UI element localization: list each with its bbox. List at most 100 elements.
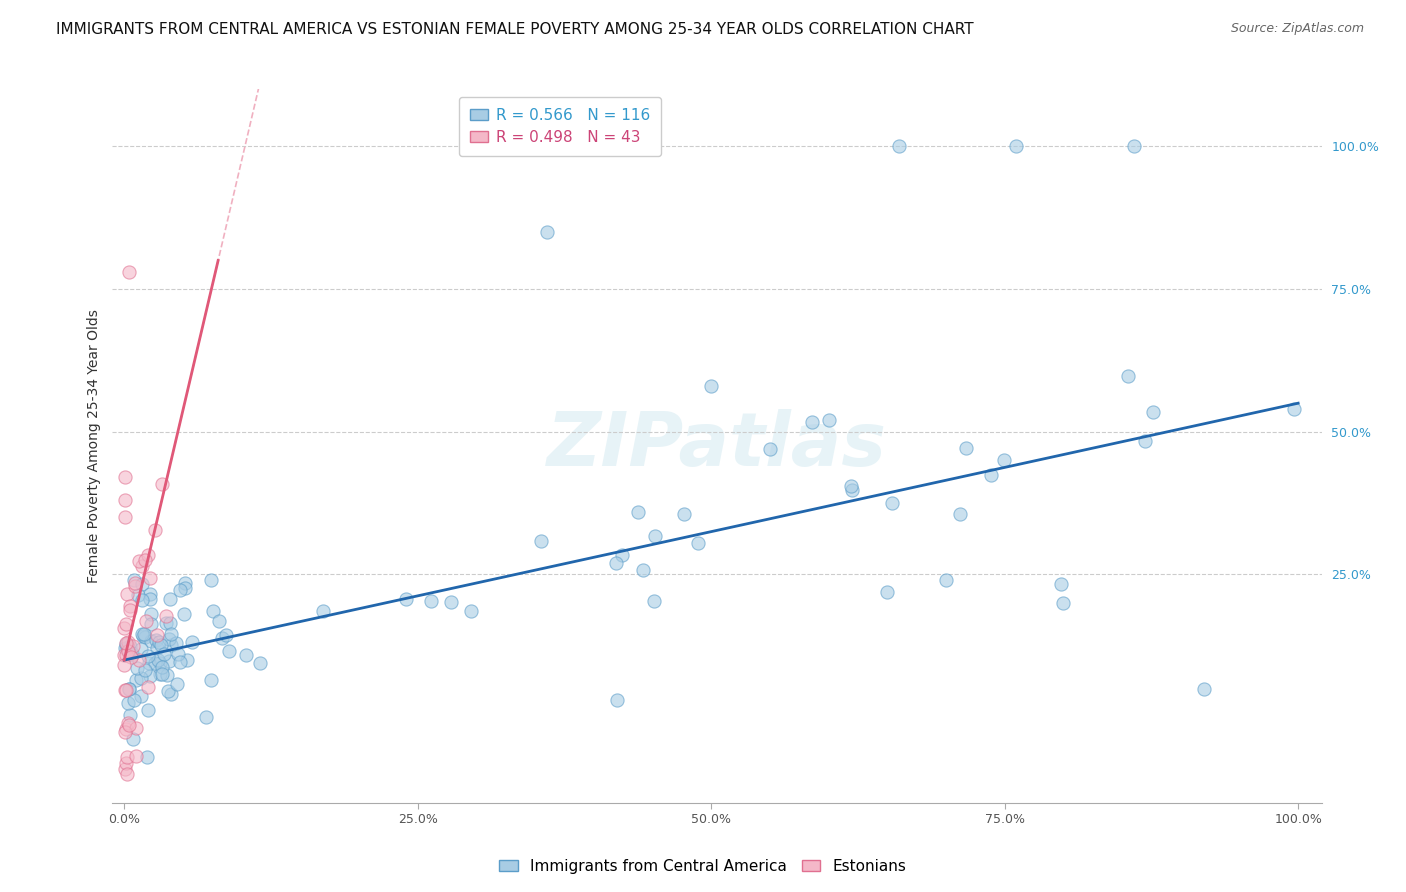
Point [173, 581, 195, 595]
Point [801, 415, 824, 429]
Point [460, 604, 482, 618]
Point [131, 593, 153, 607]
Point [146, 627, 169, 641]
Point [644, 529, 666, 543]
Point [134, 553, 156, 567]
Point [114, 762, 136, 776]
Point [112, 648, 135, 663]
Point [131, 627, 153, 641]
Point [131, 559, 153, 574]
Point [887, 139, 910, 153]
Point [118, 639, 141, 653]
Point [208, 614, 231, 628]
Point [440, 595, 463, 609]
Point [118, 681, 141, 696]
Point [627, 505, 650, 519]
Point [146, 653, 169, 667]
Point [176, 652, 198, 666]
Point [118, 682, 141, 697]
Point [138, 656, 160, 670]
Point [1282, 402, 1305, 417]
Point [114, 683, 136, 698]
Point [149, 657, 172, 671]
Point [150, 477, 173, 491]
Point [173, 575, 195, 590]
Point [202, 604, 225, 618]
Point [395, 591, 418, 606]
Point [1052, 596, 1074, 610]
Point [155, 608, 177, 623]
Point [605, 557, 627, 571]
Point [156, 684, 179, 698]
Point [759, 442, 782, 456]
Y-axis label: Female Poverty Among 25-34 Year Olds: Female Poverty Among 25-34 Year Olds [87, 309, 101, 583]
Point [118, 603, 141, 617]
Point [114, 640, 136, 655]
Point [169, 656, 191, 670]
Point [125, 749, 148, 764]
Point [159, 627, 181, 641]
Point [112, 621, 135, 635]
Point [118, 718, 141, 732]
Point [127, 661, 149, 675]
Point [115, 641, 138, 656]
Point [157, 654, 180, 668]
Point [114, 617, 136, 632]
Point [121, 646, 143, 660]
Point [125, 721, 148, 735]
Point [124, 575, 146, 590]
Point [145, 633, 167, 648]
Text: ZIPatlas: ZIPatlas [547, 409, 887, 483]
Point [115, 648, 138, 662]
Point [124, 580, 146, 594]
Point [122, 731, 145, 746]
Point [132, 626, 155, 640]
Point [125, 673, 148, 687]
Point [876, 584, 898, 599]
Point [120, 708, 142, 723]
Point [136, 680, 159, 694]
Point [143, 656, 166, 670]
Point [114, 470, 136, 484]
Point [128, 554, 150, 568]
Point [134, 630, 156, 644]
Point [115, 637, 138, 651]
Point [131, 629, 153, 643]
Point [112, 657, 135, 672]
Point [1133, 434, 1156, 448]
Point [117, 696, 139, 710]
Point [841, 483, 863, 497]
Point [139, 571, 162, 585]
Point [1122, 139, 1144, 153]
Point [114, 636, 136, 650]
Point [211, 631, 233, 645]
Point [138, 592, 160, 607]
Point [200, 673, 222, 688]
Point [312, 604, 335, 618]
Point [173, 607, 195, 622]
Point [979, 467, 1001, 482]
Point [117, 634, 139, 648]
Point [138, 549, 160, 563]
Point [114, 722, 136, 736]
Point [606, 693, 628, 707]
Point [146, 640, 169, 655]
Point [195, 710, 218, 724]
Point [139, 634, 162, 648]
Point [115, 756, 138, 770]
Point [136, 750, 159, 764]
Point [115, 767, 138, 781]
Point [150, 638, 173, 652]
Point [127, 588, 149, 602]
Point [181, 635, 204, 649]
Point [115, 750, 138, 764]
Point [167, 647, 190, 661]
Point [610, 548, 633, 562]
Legend: R = 0.566   N = 116, R = 0.498   N = 43: R = 0.566 N = 116, R = 0.498 N = 43 [460, 97, 661, 156]
Point [993, 452, 1015, 467]
Point [841, 479, 863, 493]
Point [160, 638, 183, 652]
Point [141, 607, 163, 621]
Point [215, 628, 238, 642]
Point [643, 594, 665, 608]
